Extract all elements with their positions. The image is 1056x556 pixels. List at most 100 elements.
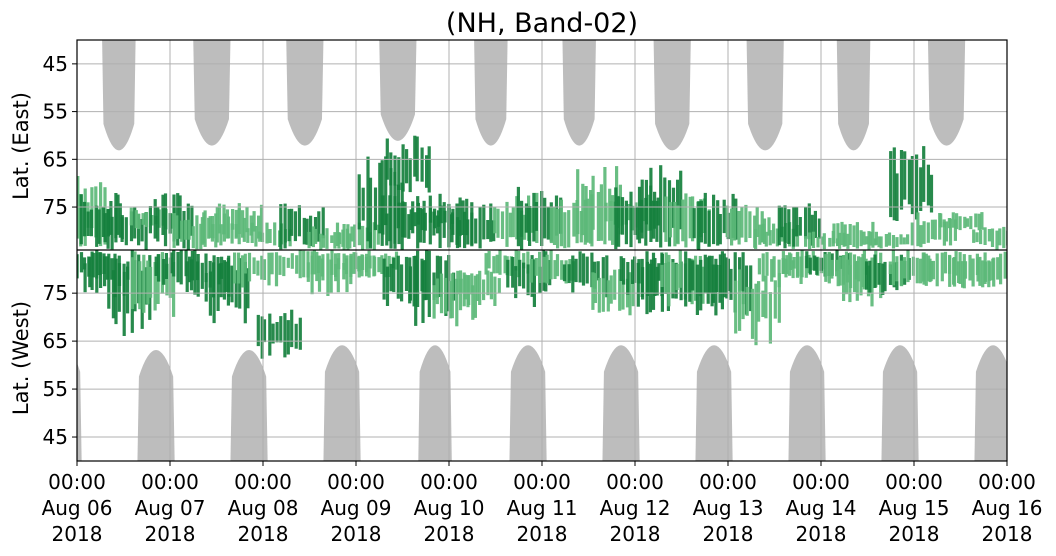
x-tick-label-time: 00:00 (699, 470, 757, 494)
activity-cell-east (855, 222, 859, 249)
activity-cell-west (365, 253, 369, 277)
activity-cell-west (651, 252, 656, 310)
activity-cell-east (559, 199, 563, 247)
activity-cell-east (219, 224, 223, 246)
daylight-layer (77, 40, 1007, 461)
activity-cell-east (230, 223, 234, 244)
activity-cell-west (911, 256, 915, 276)
activity-cell-west (777, 273, 781, 323)
activity-cell-east (279, 204, 283, 250)
activity-cell-east (309, 215, 313, 247)
activity-cell-east (783, 205, 787, 249)
activity-cell-east (755, 206, 759, 237)
activity-cell-east (140, 219, 144, 242)
activity-cell-west (193, 250, 197, 295)
activity-cell-west (873, 254, 877, 288)
activity-cell-east (215, 207, 219, 243)
activity-cell-east (899, 150, 904, 210)
activity-cell-west (146, 260, 150, 304)
activity-cell-west (711, 264, 715, 303)
activity-cell-west (919, 258, 923, 284)
activity-cell-west (247, 252, 252, 282)
activity-cell-west (336, 258, 340, 293)
activity-cell-west (349, 253, 353, 277)
activity-cell-west (233, 252, 237, 284)
y-tick-label-west: 55 (43, 377, 68, 401)
x-tick-label-year: 2018 (238, 522, 289, 546)
activity-cell-west (427, 250, 431, 317)
activity-cell-east (887, 232, 892, 246)
activity-cell-west (815, 257, 819, 275)
activity-cell-west (394, 251, 399, 270)
activity-cell-west (718, 265, 722, 303)
activity-cell-east (465, 198, 469, 236)
activity-cell-west (636, 262, 640, 307)
activity-cell-east (474, 218, 478, 244)
daylight-region-east (836, 40, 871, 151)
activity-cell-west (703, 254, 707, 293)
x-tick-label-date: Aug 09 (321, 496, 392, 520)
activity-cell-west (286, 320, 290, 355)
activity-cell-east (697, 201, 701, 250)
activity-cell-west (538, 251, 542, 283)
activity-cell-west (69, 258, 72, 274)
activity-cell-west (188, 256, 192, 283)
activity-cell-west (274, 252, 279, 287)
activity-cell-west (881, 263, 885, 295)
activity-cell-west (808, 257, 812, 275)
activity-cell-east (420, 209, 424, 231)
activity-cell-east (775, 228, 779, 247)
activity-cell-east (953, 219, 957, 241)
activity-cell-west (126, 266, 130, 314)
activity-cell-east (748, 211, 752, 238)
activity-cell-west (660, 264, 664, 287)
activity-cell-east (907, 159, 911, 205)
activity-cell-east (335, 222, 340, 246)
activity-cell-west (275, 322, 279, 343)
activity-cell-east (82, 201, 87, 237)
daylight-region-west (418, 345, 452, 461)
activity-cell-east (163, 193, 168, 247)
activity-cell-west (179, 250, 183, 285)
activity-cell-west (114, 258, 118, 325)
activity-cell-east (350, 226, 354, 242)
activity-cell-west (952, 257, 957, 287)
activity-cell-west (396, 255, 400, 299)
activity-cell-west (149, 266, 153, 298)
activity-cell-east (828, 237, 832, 247)
activity-cell-east (647, 194, 651, 231)
activity-cell-east (180, 220, 184, 242)
daylight-region-east (474, 40, 508, 146)
activity-cell-east (990, 228, 995, 247)
daylight-region-east (653, 40, 691, 151)
activity-cell-west (400, 264, 404, 302)
activity-cell-west (271, 323, 275, 344)
activity-cell-west (315, 251, 319, 282)
activity-cell-west (486, 270, 490, 296)
activity-cell-west (279, 316, 283, 343)
x-tick-label-year: 2018 (145, 522, 196, 546)
activity-cell-west (859, 257, 863, 296)
activity-cell-west (357, 255, 361, 278)
activity-cell-west (1014, 257, 1017, 275)
activity-cell-west (290, 253, 294, 269)
activity-cell-east (869, 231, 873, 246)
activity-cell-east (761, 223, 765, 243)
activity-cell-west (260, 255, 264, 280)
activity-cell-west (813, 255, 817, 271)
activity-cell-west (842, 257, 846, 301)
activity-cell-east (816, 237, 820, 248)
activity-cell-east (744, 204, 748, 243)
activity-cell-east (397, 157, 401, 190)
activity-cell-east (627, 204, 631, 221)
activity-cell-east (293, 211, 297, 242)
activity-cell-east (942, 219, 946, 228)
activity-cell-east (673, 201, 677, 247)
activity-cell-east (754, 229, 758, 249)
activity-cell-east (211, 224, 215, 239)
activity-cell-east (124, 217, 128, 246)
activity-cell-west (330, 250, 334, 275)
activity-cell-west (392, 257, 396, 293)
activity-cell-east (840, 221, 844, 246)
activity-cell-west (800, 250, 804, 278)
